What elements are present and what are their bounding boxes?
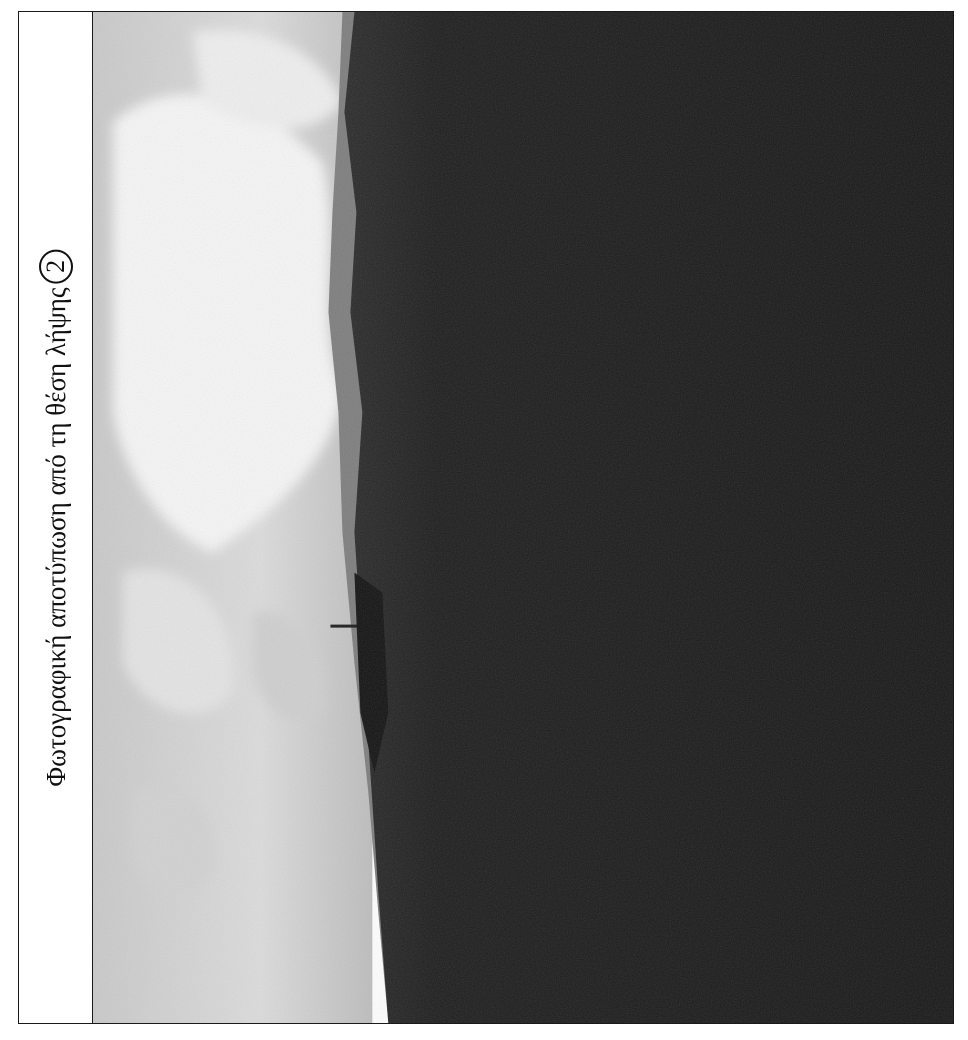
film-grain [93,12,953,1023]
landscape-photograph [93,12,953,1023]
figure-caption: Φωτογραφική αποτύπωση από τη θέση λήψης … [38,248,73,787]
position-number-badge: 2 [38,248,73,283]
caption-text: Φωτογραφική αποτύπωση από τη θέση λήψης [40,286,70,787]
photograph-image [93,12,953,1023]
figure-frame: Φωτογραφική αποτύπωση από τη θέση λήψης … [18,11,954,1024]
caption-strip: Φωτογραφική αποτύπωση από τη θέση λήψης … [19,12,93,1023]
